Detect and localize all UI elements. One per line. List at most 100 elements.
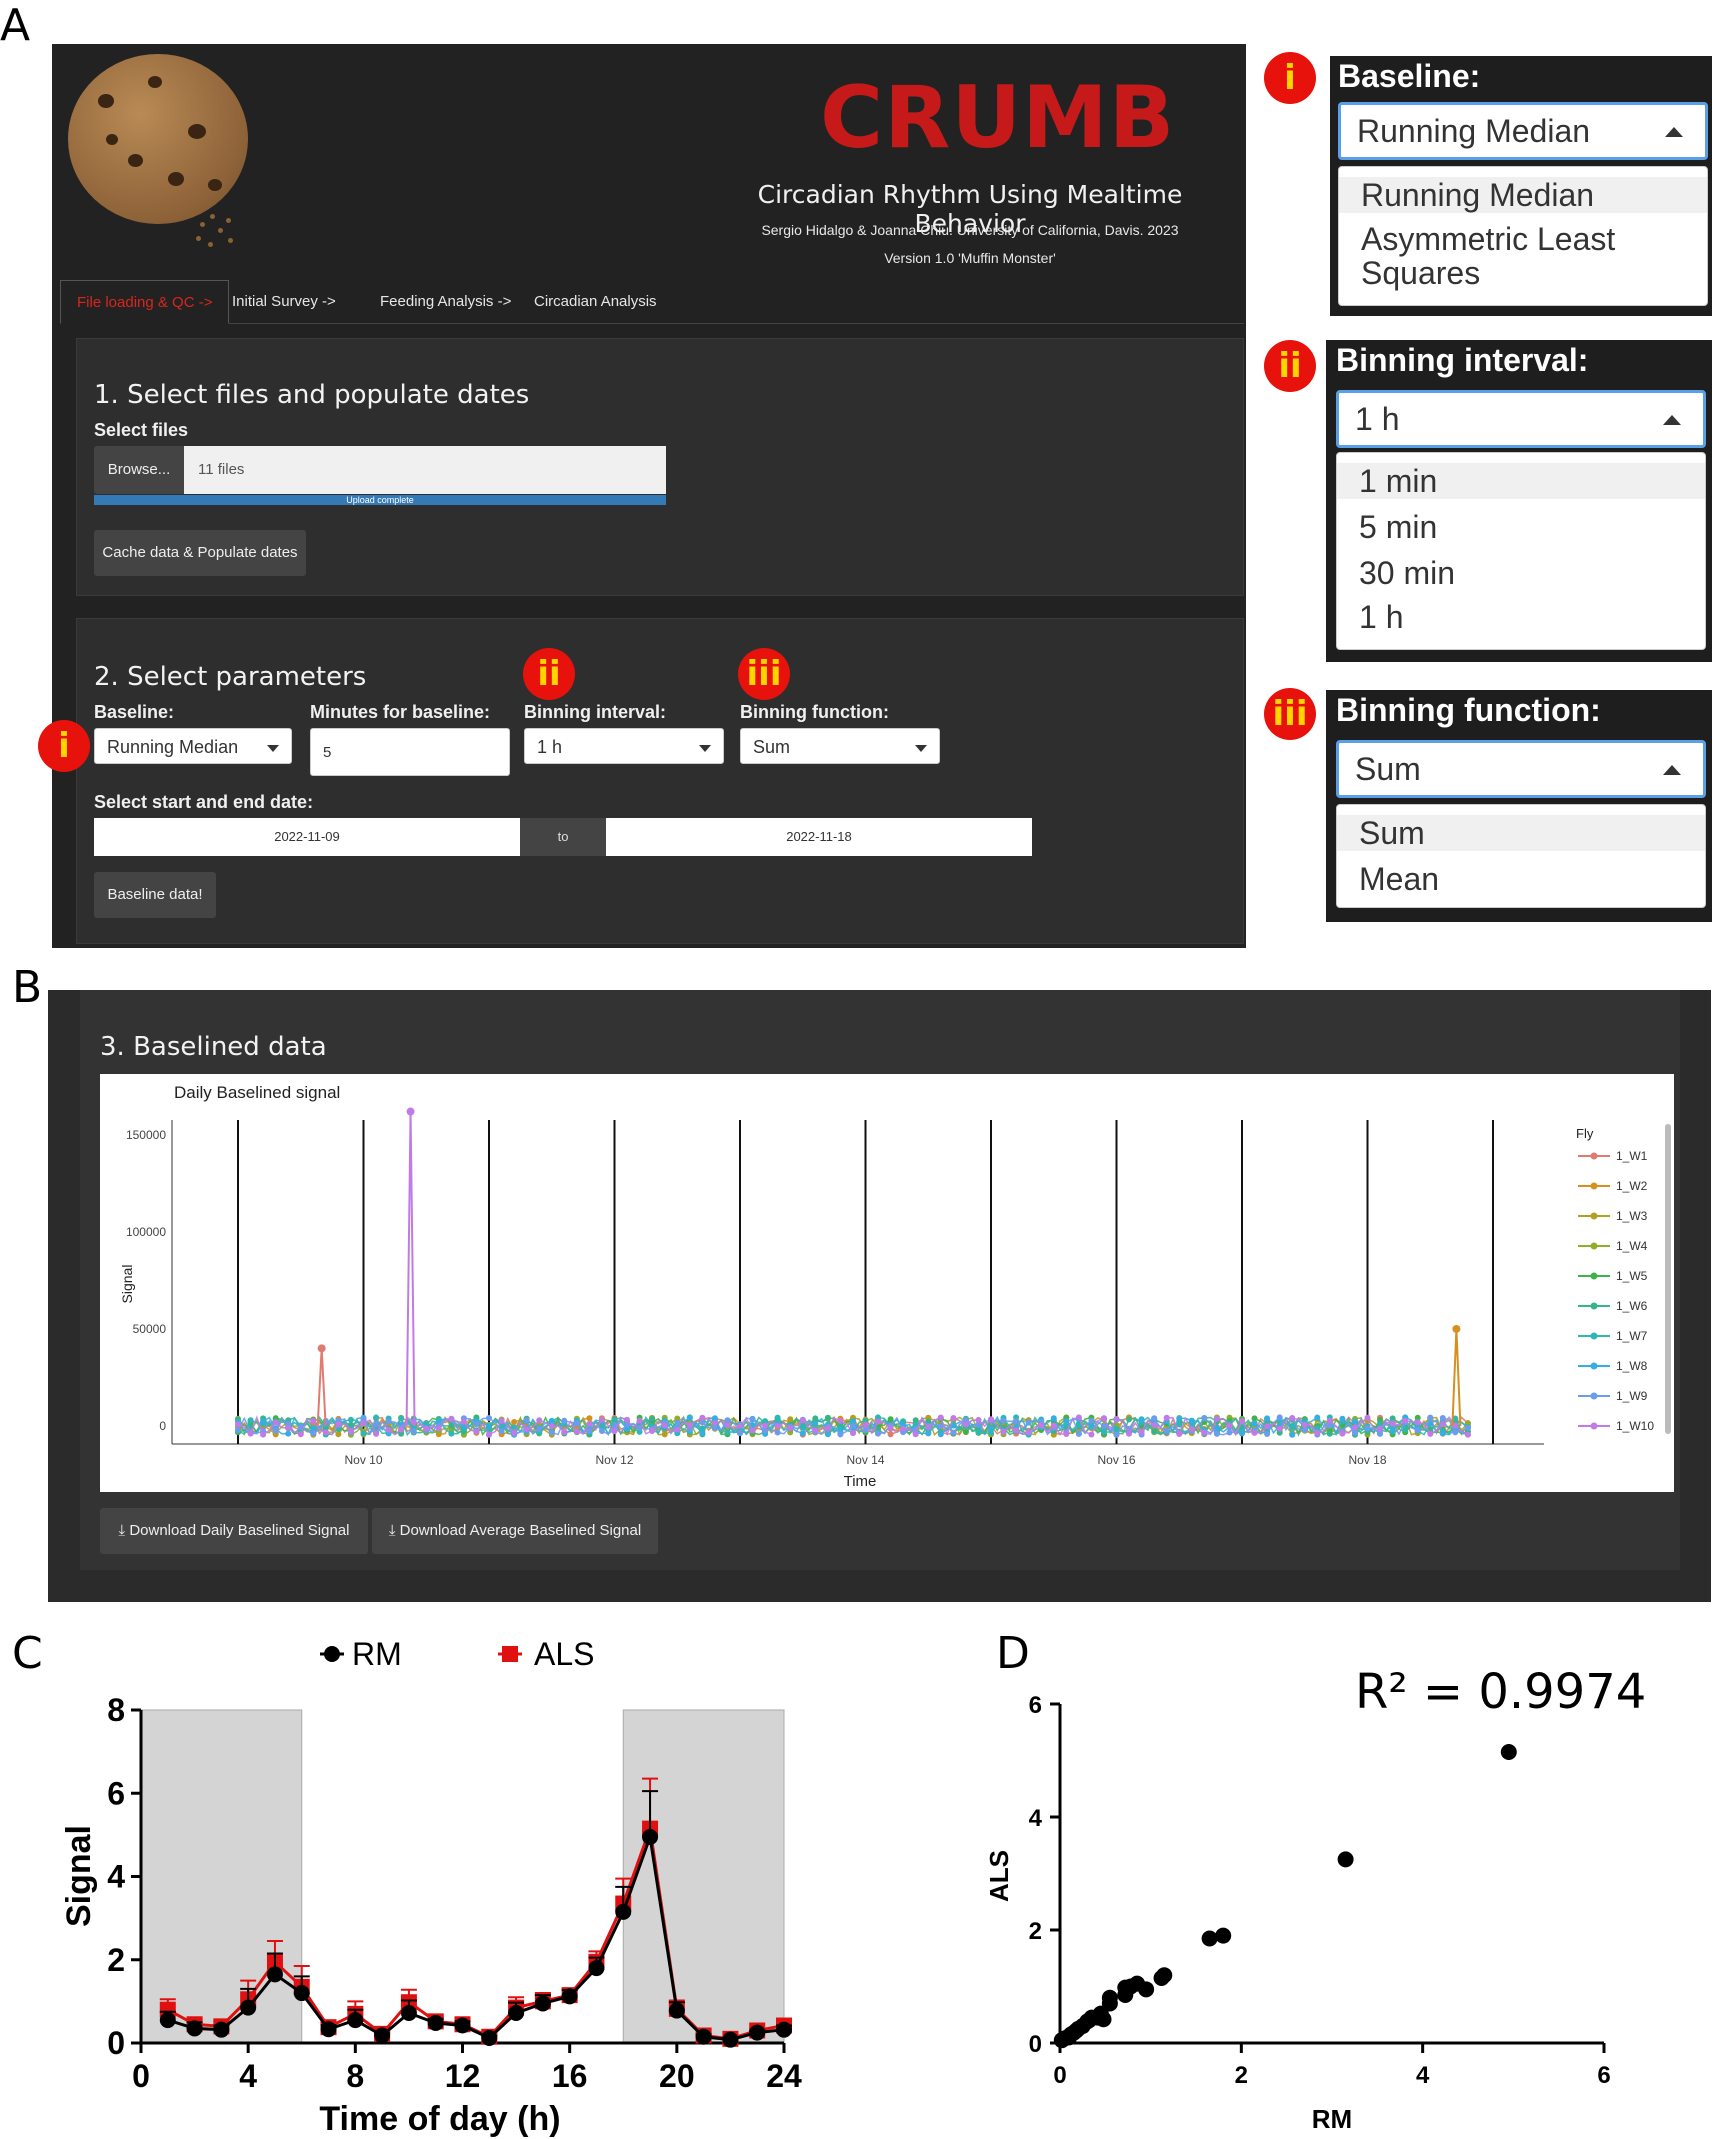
series-point-1_W7 <box>347 1416 354 1423</box>
option-30-min[interactable]: 30 min <box>1359 555 1456 591</box>
series-point-1_W10 <box>460 1418 467 1425</box>
x-tick-label: 4 <box>1416 2062 1430 2089</box>
baseline-select[interactable]: Running Median <box>94 728 292 764</box>
series-point-1_W10 <box>473 1428 480 1435</box>
files-input[interactable]: 11 files <box>184 446 666 494</box>
cache-populate-button[interactable]: Cache data & Populate dates <box>94 530 306 576</box>
series-point-1_W10 <box>1063 1431 1070 1437</box>
option-asymmetric-least-squares-line2: Squares <box>1361 255 1481 291</box>
option-5-min[interactable]: 5 min <box>1359 509 1438 545</box>
series-point-1_W9 <box>699 1419 706 1426</box>
series-point-1_W6 <box>347 1422 354 1428</box>
legend-entry-ALS: ALS <box>534 1640 594 1672</box>
x-tick-label: Nov 14 <box>846 1453 884 1467</box>
baseline-data-button[interactable]: Baseline data! <box>94 872 216 918</box>
download-daily-label: Download Daily Baselined Signal <box>129 1522 350 1539</box>
download-average-button[interactable]: ⤓ Download Average Baselined Signal <box>372 1508 658 1554</box>
y-tick-label: 2 <box>107 1942 125 1978</box>
series-point-1_W10 <box>1151 1422 1158 1429</box>
series-point-1_W10 <box>937 1414 944 1421</box>
series-point-1_W6 <box>1126 1416 1132 1423</box>
option-mean[interactable]: Mean <box>1359 861 1440 897</box>
x-tick-label: Nov 10 <box>344 1453 382 1467</box>
series-point-1_W7 <box>247 1417 254 1424</box>
x-tick-label: 16 <box>552 2058 588 2094</box>
app-title: CRUMB <box>820 68 1176 168</box>
peak-line-1_W1 <box>316 1348 327 1427</box>
series-point-1_W10 <box>435 1425 442 1432</box>
option-asymmetric-least-squares[interactable]: Asymmetric Least <box>1361 221 1616 257</box>
option-1-min[interactable]: 1 min <box>1337 463 1705 499</box>
series-point-1_W8 <box>260 1418 267 1425</box>
series-point-1_W8 <box>1188 1417 1195 1424</box>
legend-entry: 1_W10 <box>1616 1419 1654 1433</box>
badge-ii-callout: ii <box>1264 340 1316 392</box>
binning-function-callout-label: Binning function: <box>1336 692 1601 728</box>
binning-function-callout-select[interactable]: Sum <box>1336 740 1706 798</box>
baseline-callout-select[interactable]: Running Median <box>1338 102 1708 160</box>
series-point-1_W10 <box>1013 1427 1020 1434</box>
series-point-1_W10 <box>812 1427 819 1434</box>
series-point-1_W10 <box>486 1431 492 1438</box>
download-daily-button[interactable]: ⤓ Download Daily Baselined Signal <box>100 1508 368 1554</box>
series-point-1_W9 <box>975 1421 982 1428</box>
date-to-separator: to <box>520 818 606 856</box>
binning-interval-select[interactable]: 1 h <box>524 728 724 764</box>
series-point-1_W6 <box>1389 1415 1396 1422</box>
series-marker-RM <box>534 1995 551 2012</box>
tab-initial-survey[interactable]: Initial Survey -> <box>232 293 336 310</box>
series-point-1_W10 <box>1289 1415 1296 1421</box>
peak-point-1_W10 <box>406 1107 415 1116</box>
series-point-1_W10 <box>322 1429 329 1436</box>
chart-title: Daily Baselined signal <box>174 1083 340 1102</box>
option-sum[interactable]: Sum <box>1337 815 1705 851</box>
series-point-1_W9 <box>1352 1429 1358 1436</box>
series-point-1_W10 <box>360 1420 367 1427</box>
series-point-1_W9 <box>598 1428 605 1434</box>
series-point-1_W10 <box>737 1422 743 1429</box>
series-point-1_W10 <box>523 1426 530 1433</box>
series-point-1_W10 <box>699 1414 706 1421</box>
minutes-input[interactable]: 5 <box>310 728 510 776</box>
series-point-1_W10 <box>912 1431 919 1438</box>
series-point-1_W10 <box>1377 1425 1383 1432</box>
series-point-1_W7 <box>398 1415 405 1422</box>
legend-swatch-point <box>1590 1212 1598 1220</box>
series-point-1_W8 <box>486 1422 492 1429</box>
panel-label-d: D <box>996 1628 1030 1679</box>
option-1-h[interactable]: 1 h <box>1359 599 1404 635</box>
tab-file-loading[interactable]: File loading & QC -> <box>60 280 230 324</box>
legend-swatch-point <box>1590 1302 1598 1310</box>
browse-button[interactable]: Browse... <box>94 446 184 494</box>
series-marker-RM <box>374 2027 391 2044</box>
binning-function-callout: Binning function: Sum Sum Mean <box>1326 690 1712 922</box>
series-point-1_W10 <box>988 1416 994 1423</box>
legend-entry: 1_W8 <box>1616 1359 1648 1373</box>
series-point-1_W8 <box>686 1414 693 1421</box>
series-point-1_W10 <box>247 1430 254 1437</box>
binning-interval-callout-select[interactable]: 1 h <box>1336 390 1706 448</box>
series-point-1_W10 <box>975 1417 982 1424</box>
tab-feeding-analysis[interactable]: Feeding Analysis -> <box>380 293 512 310</box>
series-point-1_W10 <box>925 1424 932 1431</box>
start-date-input[interactable]: 2022-11-09 <box>94 818 520 856</box>
series-point-1_W9 <box>473 1421 480 1428</box>
y-tick-label: 0 <box>159 1419 166 1433</box>
series-point-1_W3 <box>661 1431 668 1438</box>
series-point-1_W9 <box>1276 1414 1283 1421</box>
series-point-1_W8 <box>1239 1430 1245 1437</box>
series-point-1_W7 <box>724 1429 731 1436</box>
binning-function-select[interactable]: Sum <box>740 728 940 764</box>
end-date-input[interactable]: 2022-11-18 <box>606 818 1032 856</box>
series-marker-RM <box>454 2017 471 2034</box>
legend-swatch-point <box>1590 1392 1598 1400</box>
option-running-median[interactable]: Running Median <box>1339 177 1707 213</box>
series-point-1_W10 <box>235 1421 241 1428</box>
series-point-1_W10 <box>1088 1431 1095 1438</box>
tab-circadian-analysis[interactable]: Circadian Analysis <box>534 293 657 310</box>
legend-swatch-point <box>1590 1182 1598 1190</box>
series-point-1_W8 <box>799 1430 806 1437</box>
series-point-1_W9 <box>1013 1418 1020 1425</box>
x-tick-label: Nov 18 <box>1348 1453 1386 1467</box>
panel-label-c: C <box>12 1628 43 1679</box>
